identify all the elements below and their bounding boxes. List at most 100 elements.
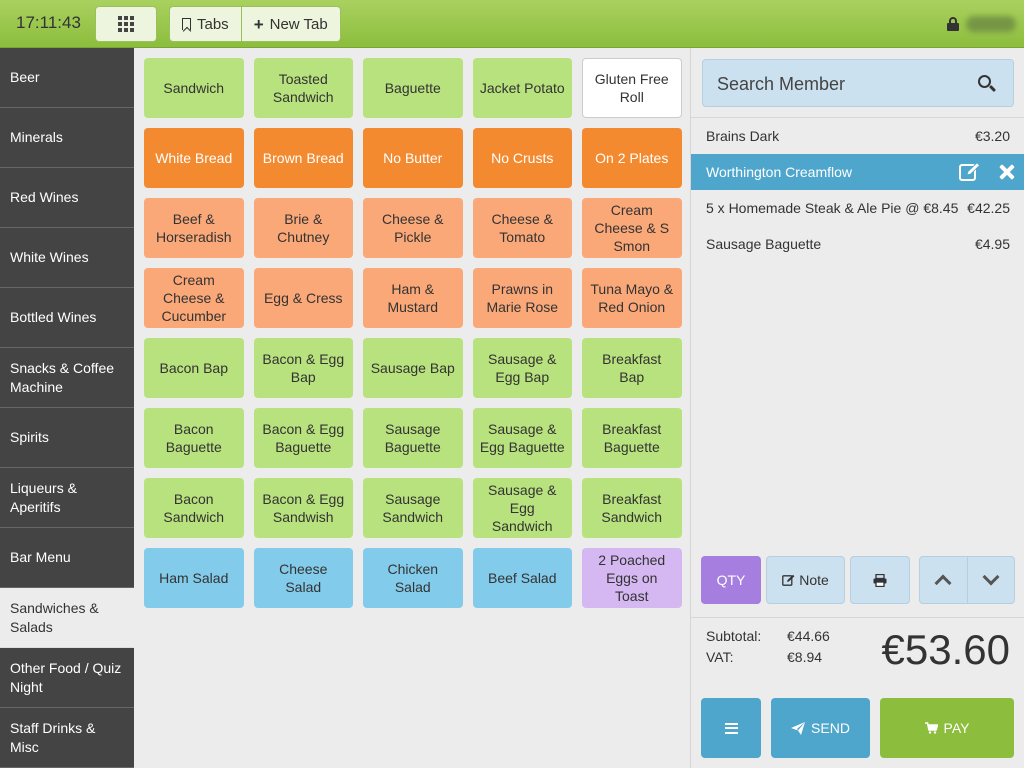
order-item[interactable]: Brains Dark €3.20 [691, 118, 1024, 154]
category-minerals[interactable]: Minerals [0, 108, 134, 168]
product-button[interactable]: Bacon Bap [144, 338, 244, 398]
order-item-name: Sausage Baguette [706, 236, 822, 252]
bottom-action-bar: SEND PAY [691, 698, 1024, 758]
product-button[interactable]: Sausage Bap [363, 338, 463, 398]
product-button[interactable]: Bacon & Egg Baguette [253, 408, 353, 468]
order-panel: Brains Dark €3.20 Worthington Creamflow 5 x… [690, 48, 1024, 768]
product-button[interactable]: Beef Salad [472, 548, 572, 608]
product-button[interactable]: Cheese Salad [253, 548, 353, 608]
order-item-tools [959, 162, 1015, 182]
pay-button[interactable]: PAY [880, 698, 1014, 758]
product-button[interactable]: Bacon Sandwich [144, 478, 244, 538]
order-item-name: Worthington Creamflow [706, 164, 853, 180]
product-button[interactable]: Egg & Cress [253, 268, 353, 328]
close-icon[interactable] [999, 164, 1015, 180]
subtotal-row: Subtotal: €44.66 [706, 628, 830, 644]
menu-icon [724, 722, 738, 734]
search-icon[interactable] [978, 75, 997, 93]
product-grid: Sandwich Toasted Sandwich Baguette Jacket P… [144, 58, 682, 608]
category-liqueurs-aperitifs[interactable]: Liqueurs & Aperitifs [0, 468, 134, 528]
category-white-wines[interactable]: White Wines [0, 228, 134, 288]
order-item[interactable]: 5 x Homemade Steak & Ale Pie @ €8.45 €42.… [691, 190, 1024, 226]
move-item-buttons [919, 556, 1015, 604]
product-button[interactable]: Breakfast Sandwich [582, 478, 682, 538]
vat-label: VAT: [706, 649, 734, 665]
move-up-button[interactable] [920, 557, 967, 603]
top-bar: 17:11:43 Tabs + New Tab [0, 0, 1024, 48]
print-button[interactable] [850, 556, 910, 604]
product-button[interactable]: Chicken Salad [363, 548, 463, 608]
product-button[interactable]: Jacket Potato [472, 58, 572, 118]
clock: 17:11:43 [16, 13, 81, 32]
product-button[interactable]: Sausage & Egg Sandwich [472, 478, 572, 538]
tabs-button[interactable]: Tabs [170, 7, 241, 41]
category-beer[interactable]: Beer [0, 48, 134, 108]
product-button[interactable]: Breakfast Bap [582, 338, 682, 398]
product-button[interactable]: Cream Cheese & Cucumber [144, 268, 244, 328]
order-item-name: 5 x Homemade Steak & Ale Pie @ €8.45 [706, 200, 959, 216]
product-button[interactable]: Cheese & Pickle [363, 198, 463, 258]
product-button[interactable]: Bacon Baguette [144, 408, 244, 468]
order-item[interactable]: Worthington Creamflow [691, 154, 1024, 190]
product-button[interactable]: Tuna Mayo & Red Onion [582, 268, 682, 328]
order-item-price: €42.25 [967, 200, 1010, 216]
category-snacks-coffee-machine[interactable]: Snacks & Coffee Machine [0, 348, 134, 408]
product-button[interactable]: No Crusts [472, 128, 572, 188]
product-button[interactable]: Beef & Horseradish [144, 198, 244, 258]
order-item-price: €3.20 [974, 128, 1010, 144]
print-icon [873, 573, 887, 587]
category-sidebar: Beer Minerals Red Wines White Wines Bottled … [0, 48, 134, 768]
product-button[interactable]: Bacon & Egg Sandwish [253, 478, 353, 538]
product-button[interactable]: Brown Bread [253, 128, 353, 188]
category-spirits[interactable]: Spirits [0, 408, 134, 468]
product-button[interactable]: Sandwich [144, 58, 244, 118]
new-tab-button[interactable]: + New Tab [240, 7, 340, 41]
category-red-wines[interactable]: Red Wines [0, 168, 134, 228]
product-button[interactable]: No Butter [363, 128, 463, 188]
product-button[interactable]: Gluten Free Roll [582, 58, 682, 118]
search-member-input[interactable] [717, 72, 967, 96]
product-button[interactable]: On 2 Plates [582, 128, 682, 188]
product-button[interactable]: Ham & Mustard [363, 268, 463, 328]
apps-grid-button[interactable] [95, 6, 157, 42]
product-button[interactable]: Sausage & Egg Bap [472, 338, 572, 398]
user-name-blurred[interactable] [966, 16, 1016, 32]
product-button[interactable]: Breakfast Baguette [582, 408, 682, 468]
product-button[interactable]: Toasted Sandwich [253, 58, 353, 118]
menu-button[interactable] [701, 698, 761, 758]
product-button[interactable]: Brie & Chutney [253, 198, 353, 258]
product-button[interactable]: White Bread [144, 128, 244, 188]
cart-icon [924, 722, 938, 734]
move-down-button[interactable] [966, 557, 1015, 603]
product-button[interactable]: Sausage & Egg Baguette [472, 408, 572, 468]
bookmark-icon [182, 18, 191, 30]
grid-icon [118, 16, 134, 32]
subtotal-label: Subtotal: [706, 628, 762, 644]
note-button[interactable]: Note [766, 556, 845, 604]
product-button[interactable]: Ham Salad [144, 548, 244, 608]
order-list: Brains Dark €3.20 Worthington Creamflow 5 x… [691, 117, 1024, 262]
product-button[interactable]: 2 Poached Eggs on Toast [582, 548, 682, 608]
category-bottled-wines[interactable]: Bottled Wines [0, 288, 134, 348]
order-item-price: €4.95 [974, 236, 1010, 252]
lock-icon[interactable] [947, 17, 959, 31]
order-item[interactable]: Sausage Baguette €4.95 [691, 226, 1024, 262]
product-button[interactable]: Prawns in Marie Rose [472, 268, 572, 328]
qty-button[interactable]: QTY [701, 556, 761, 604]
product-button[interactable]: Cream Cheese & S Smon [582, 198, 682, 258]
totals-section: Subtotal: €44.66 VAT: €8.94 €53.60 [691, 617, 1024, 697]
send-button[interactable]: SEND [771, 698, 870, 758]
category-bar-menu[interactable]: Bar Menu [0, 528, 134, 588]
category-sandwiches-salads[interactable]: Sandwiches & Salads [0, 588, 134, 648]
product-button[interactable]: Cheese & Tomato [472, 198, 572, 258]
product-button[interactable]: Baguette [363, 58, 463, 118]
order-actions: QTY Note [691, 556, 1024, 604]
product-button[interactable]: Sausage Baguette [363, 408, 463, 468]
product-button[interactable]: Sausage Sandwich [363, 478, 463, 538]
edit-icon[interactable] [959, 162, 981, 182]
category-staff-drinks-misc[interactable]: Staff Drinks & Misc [0, 708, 134, 768]
product-button[interactable]: Bacon & Egg Bap [253, 338, 353, 398]
category-other-food-quiz-night[interactable]: Other Food / Quiz Night [0, 648, 134, 708]
chevron-up-icon [934, 574, 952, 592]
edit-icon [782, 574, 795, 586]
